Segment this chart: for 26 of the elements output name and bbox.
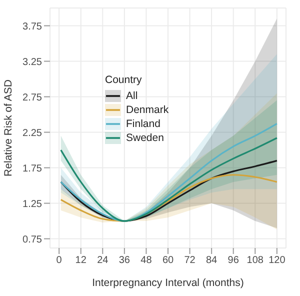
x-tick-label: 36 [118, 255, 130, 266]
y-tick-label: 1.75 [22, 163, 42, 174]
legend-title: Country [105, 73, 143, 87]
x-tick-label: 84 [206, 255, 218, 266]
y-axis-title: Relative Risk of ASD [2, 79, 15, 176]
x-tick-label: 96 [228, 255, 240, 266]
y-tick-label: 2.25 [22, 128, 42, 139]
y-tick-label: 0.75 [22, 234, 42, 246]
x-tick-label: 24 [97, 255, 109, 266]
x-tick-label: 60 [162, 255, 174, 266]
x-tick-label: 12 [75, 255, 87, 266]
line-series [60, 174, 278, 222]
legend-label: Denmark [126, 103, 169, 117]
y-tick-label: 3.75 [22, 21, 42, 32]
x-tick-label: 120 [268, 255, 286, 266]
y-tick-label: 1.25 [22, 198, 42, 210]
x-tick-label: 0 [56, 255, 62, 266]
y-tick-label: 3.25 [22, 56, 42, 68]
x-tick-label: 72 [184, 255, 196, 266]
x-tick-label: 108 [246, 255, 264, 266]
x-tick-label: 48 [140, 255, 152, 266]
legend-label: Sweden [126, 131, 164, 145]
legend-label: All [126, 89, 138, 103]
x-axis-title: Interpregnancy Interval (months) [92, 277, 244, 289]
y-tick-label: 2.75 [22, 92, 42, 104]
legend-label: Finland [126, 117, 160, 131]
